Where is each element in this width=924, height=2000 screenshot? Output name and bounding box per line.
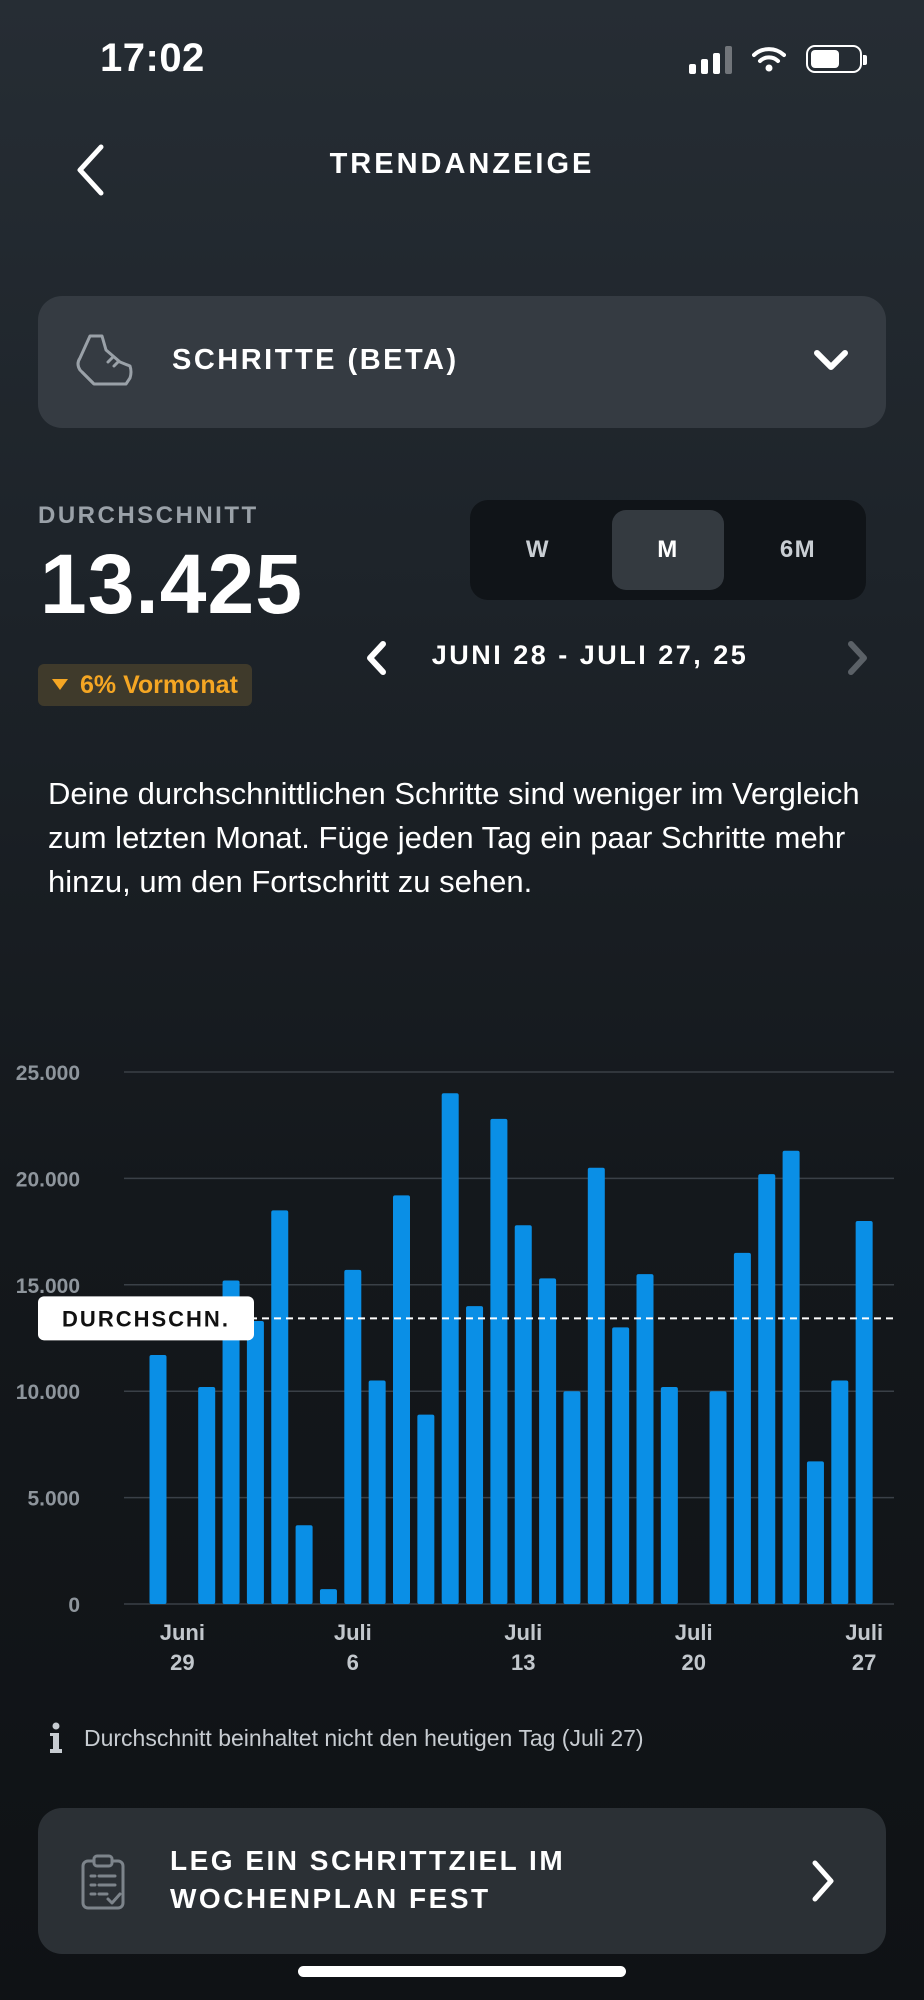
x-tick-month: Juli [845,1620,883,1645]
bar [660,1386,678,1604]
cellular-signal-icon [689,44,732,74]
bar [709,1391,727,1604]
x-tick-month: Juli [334,1620,372,1645]
bar [733,1252,751,1604]
triangle-down-icon [52,679,68,690]
y-tick-label: 5.000 [27,1488,80,1511]
average-footnote: Durchschnitt beinhaltet nicht den heutig… [48,1722,644,1754]
metric-label: SCHRITTE (BETA) [172,344,459,376]
bar [758,1174,776,1604]
bar [831,1380,849,1604]
chevron-right-icon [812,1860,834,1902]
bar [149,1355,167,1604]
y-tick-label: 0 [68,1594,80,1617]
chevron-left-icon [367,641,386,675]
x-tick-day: 29 [170,1650,194,1675]
bar [466,1306,484,1604]
trend-description: Deine durchschnittlichen Schritte sind w… [48,776,860,899]
clipboard-check-icon [81,1854,125,1910]
battery-icon [806,45,867,73]
bar [246,1320,264,1604]
chevron-down-icon [814,350,848,370]
x-tick-day: 6 [347,1650,359,1675]
page-title: TRENDANZEIGE [329,148,595,180]
status-icons [689,44,867,74]
status-time: 17:02 [100,36,205,80]
next-period-button[interactable] [838,634,878,682]
average-label: DURCHSCHN. [62,1306,230,1331]
change-text: 6% Vormonat [80,670,238,699]
average-label: DURCHSCHNITT [38,502,259,529]
average-label-box [38,1296,254,1341]
bar [514,1225,532,1604]
period-tabs: W M 6M [470,500,866,600]
metric-dropdown[interactable]: SCHRITTE (BETA) [38,296,886,428]
shoe-icon [76,334,133,386]
bar [441,1093,459,1604]
date-range: JUNI 28 - JULI 27, 25 [431,640,749,670]
chevron-left-icon [77,144,104,196]
bar [368,1380,386,1604]
x-tick-day: 20 [681,1650,705,1675]
previous-period-button[interactable] [356,634,396,682]
info-icon [48,1722,64,1754]
change-badge: 6% Vormonat [38,664,252,706]
average-value: 13.425 [40,537,303,631]
bar [271,1210,289,1604]
back-button[interactable] [60,130,120,210]
tab-week[interactable]: W [525,536,551,563]
cta-text: LEG EIN SCHRITTZIEL IM WOCHENPLAN FEST [170,1845,566,1914]
chevron-right-icon [848,641,867,675]
bar [563,1391,581,1604]
x-tick-month: Juli [675,1620,713,1645]
bar [539,1278,557,1604]
tab-month[interactable]: M [612,510,724,590]
step-goal-cta[interactable]: LEG EIN SCHRITTZIEL IM WOCHENPLAN FEST [38,1808,886,1954]
x-tick-day: 27 [852,1650,876,1675]
bar [855,1220,873,1604]
bar [490,1118,508,1604]
bar [319,1589,337,1604]
bar [198,1386,216,1604]
bar [806,1461,824,1604]
bar [612,1327,630,1604]
y-tick-label: 15.000 [16,1275,80,1298]
x-tick-day: 13 [511,1650,535,1675]
bar [417,1414,435,1604]
y-tick-label: 25.000 [16,1062,80,1085]
bar [295,1525,313,1604]
x-tick-month: Juli [504,1620,542,1645]
x-tick-month: Juni [160,1620,205,1645]
bar [222,1280,240,1604]
bar [782,1150,800,1604]
home-indicator[interactable] [298,1966,626,1977]
bar [393,1195,410,1604]
steps-bar-chart: 25.000 20.000 15.000 10.000 5.000 0 Juni 29 Juli… [16,1062,894,1675]
tab-six-months[interactable]: 6M [779,536,817,563]
wifi-icon [752,47,786,72]
y-tick-label: 10.000 [16,1381,80,1404]
footnote-text: Durchschnitt beinhaltet nicht den heutig… [84,1724,644,1751]
bar [587,1167,605,1604]
y-tick-label: 20.000 [16,1168,80,1191]
bar [344,1269,362,1604]
bar [636,1274,654,1604]
